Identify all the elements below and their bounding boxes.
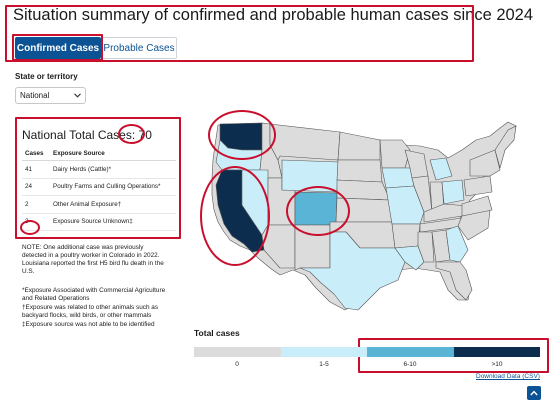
legend-swatch-0 (194, 347, 281, 357)
state-arkansas (391, 223, 421, 249)
national-total-label: National Total Cases: (22, 128, 136, 142)
legend-swatch-6-10 (367, 347, 454, 357)
column-header-exposure: Exposure Source (50, 147, 176, 161)
table-header-row: Cases Exposure Source (22, 147, 176, 161)
highlight-unknown-count (20, 220, 40, 235)
chevron-up-icon (530, 390, 538, 396)
state-minnesota (379, 139, 411, 169)
state-texas (299, 231, 406, 311)
state-louisiana (394, 245, 425, 271)
page-title: Situation summary of confirmed and proba… (13, 6, 534, 24)
footnote-ddagger: ‡Exposure source was not able to be iden… (22, 321, 155, 328)
state-michigan (429, 157, 453, 181)
state-filter-label: State or territory (15, 72, 78, 81)
column-header-cases: Cases (22, 147, 50, 161)
highlight-california (200, 166, 270, 266)
highlight-confirmed-tab (12, 34, 103, 61)
state-montana (269, 123, 341, 161)
state-virginia (461, 195, 493, 217)
table-row: 41 Dairy Herds (Cattle)* (22, 160, 176, 179)
state-missouri (385, 185, 425, 225)
state-mississippi (417, 231, 435, 263)
legend-label-0: 0 (235, 361, 239, 368)
legend-title: Total cases (194, 328, 240, 338)
state-ohio (441, 179, 465, 205)
legend-label-gt10: >10 (491, 361, 503, 368)
table-row: 2 Other Animal Exposure† (22, 195, 176, 214)
footnote-dagger: †Exposure was related to other animals s… (22, 304, 159, 319)
download-data-link[interactable]: Download Data (CSV) (476, 373, 540, 380)
state-new-england (494, 125, 517, 169)
legend-label-1-5: 1-5 (319, 361, 329, 368)
chevron-down-icon (74, 93, 81, 98)
cases-table: Cases Exposure Source 41 Dairy Herds (Ca… (22, 147, 176, 231)
scroll-to-top-button[interactable] (527, 386, 541, 400)
cases-cell: 41 (22, 160, 50, 179)
exposure-cell: Other Animal Exposure† (50, 195, 176, 214)
highlight-summary-table (15, 117, 181, 239)
exposure-cell: Poultry Farms and Culling Operations* (50, 178, 176, 196)
highlight-colorado (286, 186, 350, 236)
legend-swatch-1-5 (280, 347, 367, 357)
legend-label-6-10: 6-10 (403, 361, 417, 368)
highlight-title-tabs (5, 5, 474, 62)
state-north-dakota (337, 131, 381, 161)
cases-cell: 2 (22, 195, 50, 214)
state-south-dakota (336, 159, 383, 183)
exposure-cell: Exposure Source Unknown‡ (50, 213, 176, 231)
footnote-star: *Exposure Associated with Commercial Agr… (22, 287, 166, 302)
highlight-washington (208, 110, 276, 160)
state-new-york (469, 149, 501, 177)
legend-swatch-gt10 (453, 347, 540, 357)
state-georgia (445, 225, 469, 263)
state-pennsylvania (463, 175, 493, 197)
state-select-value: National (20, 91, 50, 100)
exposure-cell: Dairy Herds (Cattle)* (50, 160, 176, 179)
legend-bar (194, 347, 540, 357)
state-iowa (381, 167, 415, 189)
highlight-total-value (118, 124, 145, 144)
table-row: 24 Poultry Farms and Culling Operations* (22, 178, 176, 196)
state-florida (435, 261, 473, 301)
note-text: NOTE: One additional case was previously… (22, 244, 164, 275)
tab-confirmed-cases[interactable]: Confirmed Cases (15, 37, 101, 59)
cases-cell: 24 (22, 178, 50, 196)
state-select[interactable]: National (15, 87, 86, 104)
